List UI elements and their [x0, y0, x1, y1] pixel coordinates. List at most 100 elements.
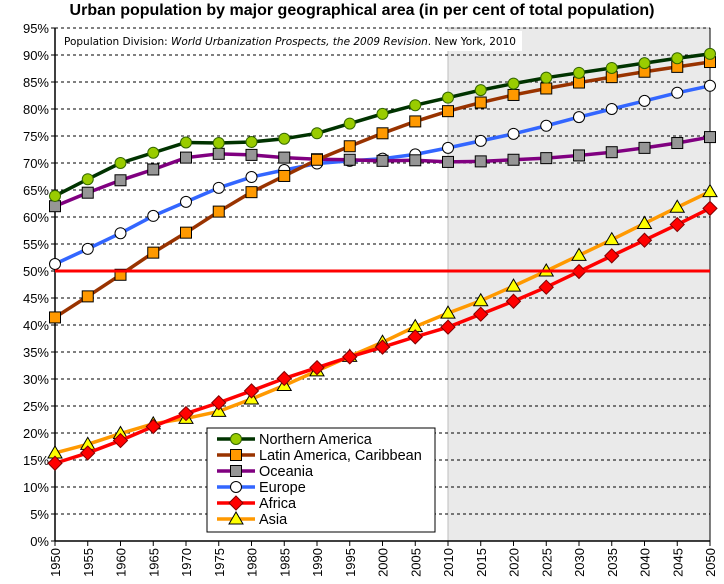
x-tick-label: 1960 — [114, 548, 129, 577]
x-tick-label: 1980 — [245, 548, 260, 577]
data-point — [343, 140, 356, 153]
legend-box — [206, 427, 436, 533]
legend-swatch-marker — [228, 495, 244, 511]
data-point — [145, 418, 161, 435]
y-tick-label: 15% — [23, 453, 49, 468]
data-point — [376, 107, 389, 120]
data-point — [473, 306, 489, 322]
x-tick-label: 1950 — [48, 548, 63, 577]
data-point — [180, 195, 192, 208]
legend-label: Latin America, Caribbean — [259, 448, 422, 464]
data-point — [440, 305, 456, 319]
legend-swatch-marker — [230, 449, 242, 461]
data-point — [114, 157, 127, 169]
data-point — [474, 155, 487, 168]
data-point — [409, 99, 422, 112]
data-point — [702, 200, 718, 217]
projection-shading — [447, 27, 711, 542]
data-point — [442, 105, 454, 118]
y-tick-label: 25% — [23, 399, 49, 414]
data-point — [440, 319, 456, 335]
legend-swatch-marker — [230, 465, 242, 477]
data-point — [81, 290, 94, 303]
data-point — [343, 117, 356, 130]
data-point — [507, 153, 520, 166]
data-point — [442, 141, 454, 154]
data-point — [671, 86, 684, 99]
legend-swatch-marker — [228, 511, 244, 525]
data-point — [245, 148, 258, 161]
x-tick-label: 2000 — [376, 548, 391, 577]
data-point — [81, 186, 94, 199]
data-point — [212, 181, 225, 194]
data-point — [80, 445, 96, 461]
data-point — [442, 155, 454, 168]
data-point — [605, 103, 618, 115]
data-point — [114, 227, 127, 240]
legend-swatch-marker — [230, 433, 242, 445]
legend-label: Europe — [259, 480, 306, 496]
data-point — [540, 119, 553, 132]
series-oceania — [49, 131, 716, 213]
data-point — [704, 79, 716, 92]
data-point — [409, 115, 422, 128]
source-note-box — [57, 31, 522, 51]
data-point — [81, 242, 94, 255]
x-tick-label: 2035 — [605, 548, 620, 577]
x-tick-label: 2045 — [670, 548, 685, 577]
data-point — [245, 171, 258, 184]
data-point — [49, 311, 61, 324]
data-point — [605, 146, 618, 159]
x-tick-label: 1995 — [343, 548, 358, 577]
y-tick-label: 50% — [23, 264, 49, 279]
x-tick-label: 2005 — [408, 548, 423, 577]
data-point — [409, 154, 422, 167]
data-point — [507, 88, 520, 101]
y-tick-label: 80% — [23, 102, 49, 117]
data-point — [147, 163, 160, 176]
data-point — [604, 248, 620, 264]
data-point — [407, 329, 423, 345]
data-point — [243, 383, 260, 399]
y-tick-label: 90% — [23, 48, 49, 63]
data-point — [49, 189, 61, 202]
legend-label: Northern America — [259, 432, 373, 448]
chart-title: Urban population by major geographical a… — [69, 2, 655, 19]
data-point — [278, 151, 291, 164]
x-tick-label: 2015 — [474, 548, 489, 577]
x-tick-label: 2025 — [539, 548, 554, 577]
x-tick-label: 1985 — [277, 548, 292, 577]
data-point — [671, 52, 684, 65]
data-point — [278, 132, 291, 145]
x-tick-label: 2050 — [703, 548, 718, 577]
data-point — [442, 91, 454, 104]
data-point — [603, 231, 620, 246]
data-point — [212, 205, 225, 218]
data-point — [147, 146, 160, 159]
data-point — [147, 246, 160, 259]
data-point — [81, 173, 94, 186]
data-point — [474, 84, 487, 97]
data-point — [278, 169, 291, 182]
data-point — [573, 111, 585, 124]
data-point — [505, 293, 522, 309]
legend-label: Oceania — [259, 464, 314, 480]
y-tick-label: 70% — [23, 156, 49, 171]
data-point — [114, 174, 127, 187]
data-point — [671, 137, 684, 150]
data-point — [472, 292, 489, 307]
legend-item: Oceania — [217, 464, 314, 480]
data-point — [507, 77, 520, 90]
source-suffix: . New York, 2010 — [428, 36, 516, 48]
data-point — [540, 152, 553, 165]
legend-item: Europe — [217, 480, 306, 496]
data-point — [245, 135, 258, 148]
legend-item: Africa — [217, 495, 297, 512]
series-africa — [47, 200, 718, 471]
y-tick-label: 5% — [30, 507, 49, 522]
y-tick-label: 60% — [23, 210, 49, 225]
data-point — [212, 137, 225, 150]
y-tick-label: 0% — [30, 534, 49, 549]
